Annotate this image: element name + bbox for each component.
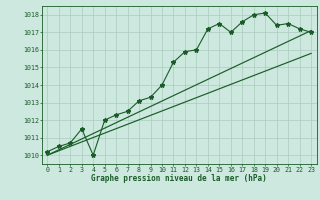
- X-axis label: Graphe pression niveau de la mer (hPa): Graphe pression niveau de la mer (hPa): [91, 174, 267, 183]
